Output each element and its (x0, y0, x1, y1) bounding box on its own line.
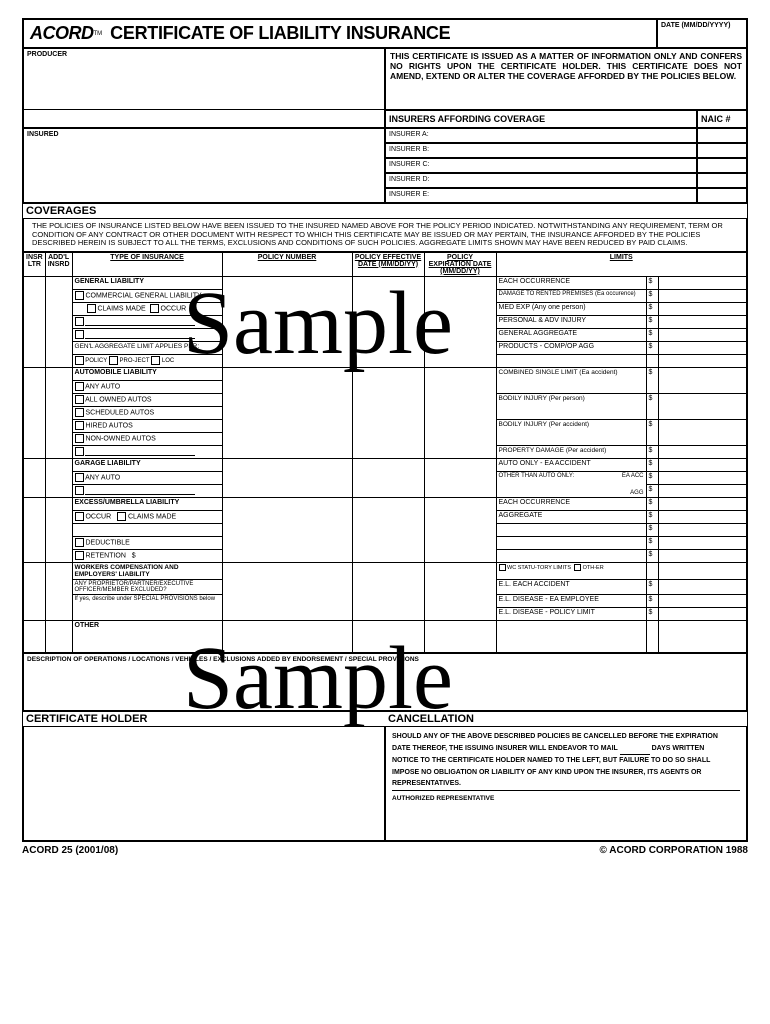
coverages-text: THE POLICIES OF INSURANCE LISTED BELOW H… (32, 221, 723, 247)
cancel-1: SHOULD ANY OF THE ABOVE DESCRIBED POLICI… (392, 731, 740, 743)
col-insr-ltr: INSR LTR (24, 252, 46, 276)
form-page: ACORD TM CERTIFICATE OF LIABILITY INSURA… (22, 18, 748, 842)
lim-each-occ: EACH OCCURRENCE (496, 276, 646, 289)
col-limits: LIMITS (496, 252, 746, 276)
gl-hdr: GENERAL LIABILITY (72, 276, 222, 289)
other-hdr: OTHER (72, 620, 222, 652)
disclaimer-text: THIS CERTIFICATE IS ISSUED AS A MATTER O… (390, 51, 742, 81)
form-id: ACORD 25 (2001/08) (22, 845, 118, 856)
insurer-e: INSURER E: (385, 188, 697, 203)
col-exp: POLICY EXPIRATION DATE (MM/DD/YY) (424, 252, 496, 276)
copyright: © ACORD CORPORATION 1988 (599, 845, 748, 856)
coverages-hdr: COVERAGES (23, 203, 747, 218)
insurers-hdr: INSURERS AFFORDING COVERAGE (389, 114, 545, 124)
form-title: CERTIFICATE OF LIABILITY INSURANCE (110, 23, 450, 44)
insurers-hdr-row: INSURERS AFFORDING COVERAGE NAIC # (23, 110, 747, 128)
producer-label: PRODUCER (24, 49, 384, 60)
insurer-b: INSURER B: (385, 143, 697, 158)
excess-hdr: EXCESS/UMBRELLA LIABILITY (72, 497, 222, 510)
auto-hdr: AUTOMOBILE LIABILITY (72, 367, 222, 380)
producer-row: PRODUCER THIS CERTIFICATE IS ISSUED AS A… (23, 48, 747, 110)
bottom-row: SHOULD ANY OF THE ABOVE DESCRIBED POLICI… (23, 726, 747, 841)
insured-label: INSURED (24, 129, 384, 140)
col-policy: POLICY NUMBER (222, 252, 352, 276)
cert-holder-hdr: CERTIFICATE HOLDER (23, 712, 385, 726)
wc-hdr: WORKERS COMPENSATION AND EMPLOYERS' LIAB… (72, 562, 222, 579)
col-eff: POLICY EFFECTIVE DATE (MM/DD/YY) (352, 252, 424, 276)
footer: ACORD 25 (2001/08) © ACORD CORPORATION 1… (22, 842, 748, 856)
date-label: DATE (MM/DD/YYYY) (658, 20, 746, 31)
title-row: ACORD TM CERTIFICATE OF LIABILITY INSURA… (23, 19, 747, 48)
coverage-table: INSR LTR ADD'L INSRD TYPE OF INSURANCE P… (23, 252, 747, 653)
cancellation-hdr: CANCELLATION (385, 712, 747, 726)
insurer-a: INSURER A: (385, 128, 697, 143)
insurer-c: INSURER C: (385, 158, 697, 173)
insured-row: INSURED INSURER A: INSURER B: INSURER C:… (23, 128, 747, 203)
naic-hdr: NAIC # (701, 114, 731, 124)
garage-hdr: GARAGE LIABILITY (72, 458, 222, 471)
acord-logo: ACORD (30, 23, 94, 44)
auth-rep: AUTHORIZED REPRESENTATIVE (392, 790, 740, 804)
col-type: TYPE OF INSURANCE (72, 252, 222, 276)
insurer-d: INSURER D: (385, 173, 697, 188)
col-addl: ADD'L INSRD (45, 252, 72, 276)
desc-hdr: DESCRIPTION OF OPERATIONS / LOCATIONS / … (24, 654, 746, 665)
tm: TM (94, 31, 103, 37)
